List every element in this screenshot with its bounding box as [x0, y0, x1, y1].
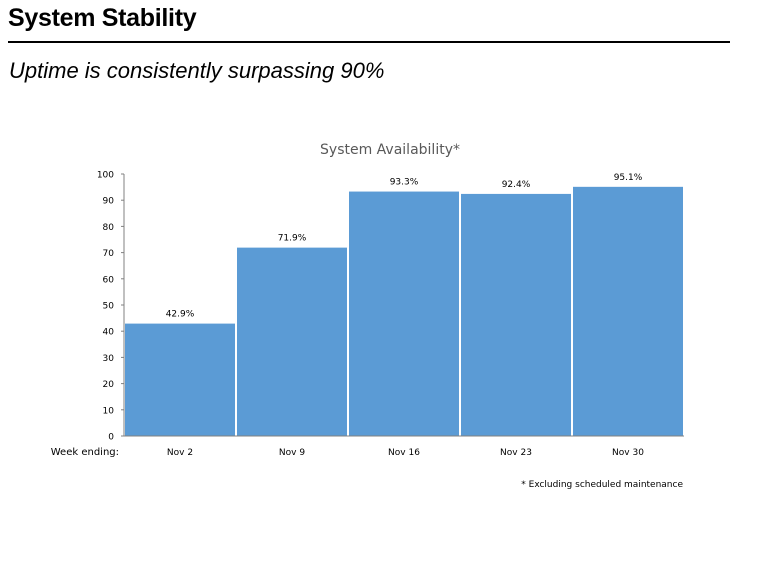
- y-tick-label: 20: [103, 380, 115, 390]
- bars: [125, 186, 683, 436]
- y-tick-label: 100: [97, 171, 114, 181]
- bar-nov-23: [461, 193, 571, 436]
- y-axis-ticks: 0 10 20 30 40 50 60 70 80 90 100: [97, 171, 124, 443]
- slide-title: System Stability: [8, 4, 197, 32]
- y-tick-label: 60: [103, 275, 115, 285]
- y-tick-label: 10: [103, 406, 115, 416]
- x-tick-label: Nov 23: [500, 448, 532, 458]
- x-tick-label: Nov 9: [279, 448, 305, 458]
- data-label: 42.9%: [166, 310, 195, 320]
- y-tick-label: 40: [103, 328, 115, 338]
- y-tick-label: 70: [103, 249, 115, 259]
- bar-nov-2: [125, 323, 235, 436]
- x-axis-ticks: Nov 2 Nov 9 Nov 16 Nov 23 Nov 30: [167, 448, 644, 458]
- data-label: 92.4%: [502, 180, 531, 190]
- chart-footnote: * Excluding scheduled maintenance: [521, 480, 683, 490]
- x-axis-label: Week ending:: [51, 447, 119, 458]
- title-divider: [8, 41, 730, 43]
- x-tick-label: Nov 2: [167, 448, 193, 458]
- data-labels: 42.9% 71.9% 93.3% 92.4% 95.1%: [166, 173, 643, 320]
- data-label: 71.9%: [278, 234, 307, 244]
- y-tick-label: 50: [103, 302, 115, 312]
- bar-nov-30: [573, 186, 683, 436]
- x-tick-label: Nov 30: [612, 448, 644, 458]
- x-tick-label: Nov 16: [388, 448, 420, 458]
- y-tick-label: 90: [103, 197, 115, 207]
- bar-nov-9: [237, 247, 347, 436]
- data-label: 93.3%: [390, 178, 419, 188]
- y-tick-label: 30: [103, 354, 115, 364]
- y-tick-label: 0: [108, 433, 114, 443]
- y-tick-label: 80: [103, 223, 115, 233]
- bar-nov-16: [349, 191, 459, 436]
- chart-title: System Availability*: [320, 142, 460, 158]
- slide-subtitle: Uptime is consistently surpassing 90%: [9, 58, 385, 83]
- data-label: 95.1%: [614, 173, 643, 183]
